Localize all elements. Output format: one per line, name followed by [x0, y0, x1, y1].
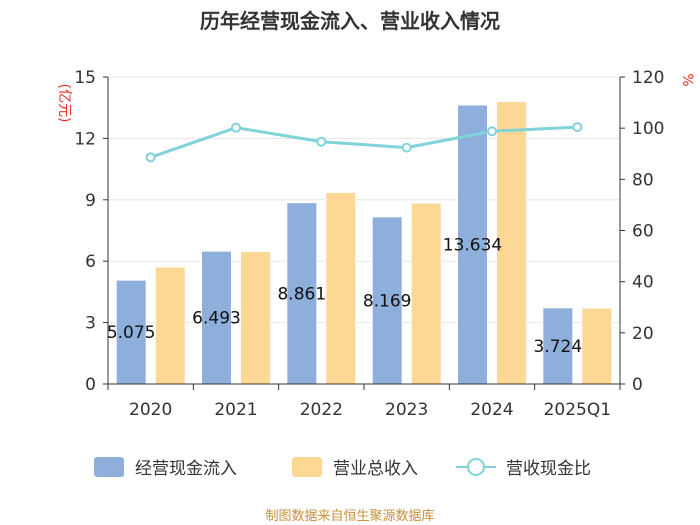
x-tick-label: 2025Q1 — [544, 400, 611, 420]
revenue-bar — [240, 250, 271, 385]
y-right-tick-label: 80 — [632, 170, 654, 190]
cash-inflow-bar — [371, 216, 403, 385]
revenue-bar — [581, 307, 613, 385]
y-right-tick-label: 120 — [632, 68, 664, 88]
legend-label-ratio: 营收现金比 — [506, 459, 591, 479]
revenue-bar — [325, 191, 357, 385]
revenue-bar — [496, 101, 527, 385]
cash-inflow-bar — [201, 250, 232, 385]
legend-swatch-cash-inflow — [94, 457, 124, 477]
legend-label-revenue: 营业总收入 — [333, 459, 418, 479]
x-tick-label: 2024 — [470, 400, 513, 420]
bar-value-label: 3.724 — [533, 337, 582, 357]
y-right-tick-label: 60 — [632, 222, 654, 242]
bar-value-label: 8.169 — [363, 291, 412, 311]
bar-value-label: 6.493 — [192, 309, 241, 329]
bar-labels: 5.075 6.493 8.861 8.169 13.634 3.724 — [107, 235, 582, 356]
y-right-tick-label: 0 — [632, 375, 643, 395]
y-left-label: (亿元) — [56, 84, 72, 123]
ratio-line — [145, 122, 583, 163]
bars — [115, 101, 613, 385]
ratio-point — [487, 126, 497, 137]
y-left-tick-label: 12 — [74, 129, 96, 149]
legend-swatch-ratio-marker — [467, 458, 485, 476]
x-tick-label: 2022 — [300, 400, 343, 420]
ratio-point — [572, 122, 583, 133]
legend-swatch-revenue — [292, 457, 322, 477]
y-left-tick-label: 9 — [85, 191, 96, 211]
y-right-label: % — [679, 73, 695, 86]
y-left-tick-label: 0 — [85, 375, 96, 395]
y-left-tick-label: 3 — [85, 314, 96, 334]
y-right-tick-label: 40 — [632, 273, 654, 293]
source-note: 制图数据来自恒生聚源数据库 — [265, 508, 434, 524]
y-left-tick-label: 15 — [74, 68, 96, 88]
ratio-point — [145, 152, 156, 163]
bar-value-label: 13.634 — [443, 235, 502, 255]
legend: 经营现金流入 营业总收入 营收现金比 — [94, 457, 591, 479]
chart-title: 历年经营现金流入、营业收入情况 — [200, 9, 500, 33]
revenue-bar — [154, 266, 186, 385]
bar-value-label: 5.075 — [107, 323, 156, 343]
y-left-tick-label: 6 — [85, 252, 96, 272]
legend-label-cash-inflow: 经营现金流入 — [135, 459, 237, 479]
x-tick-label: 2021 — [214, 400, 257, 420]
revenue-bar — [410, 202, 442, 385]
bar-value-label: 8.861 — [277, 284, 326, 304]
cash-inflow-bar — [286, 202, 318, 385]
cash-inflow-bar — [542, 307, 574, 385]
x-tick-label: 2023 — [385, 400, 428, 420]
y-right-tick-label: 20 — [632, 324, 654, 344]
axes: 0 3 6 9 12 15 0 20 40 60 80 100 120 2020 2021 2022 2023 2… — [74, 68, 664, 420]
x-tick-label: 2020 — [129, 400, 172, 420]
ratio-line-path — [150, 125, 578, 159]
y-right-tick-label: 100 — [632, 119, 664, 139]
ratio-point — [401, 142, 412, 153]
ratio-point — [316, 136, 327, 147]
ratio-point — [231, 122, 241, 133]
